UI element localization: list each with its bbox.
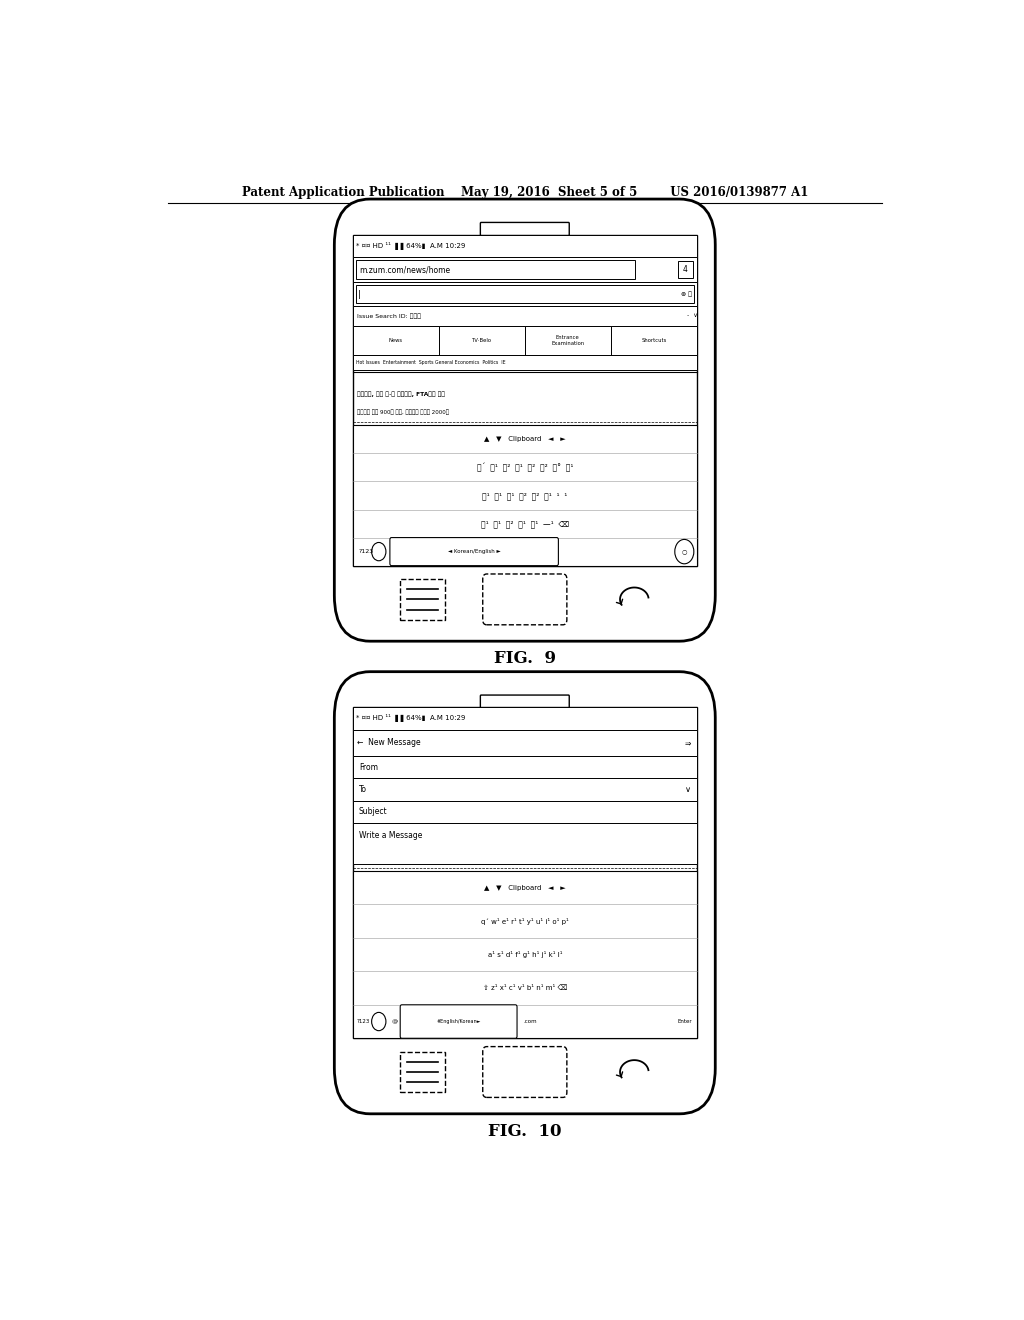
Text: #English/Korean►: #English/Korean► xyxy=(436,1019,481,1024)
Text: m.zum.com/news/home: m.zum.com/news/home xyxy=(359,265,451,275)
Bar xyxy=(352,355,697,370)
Text: ?123: ?123 xyxy=(356,1019,370,1024)
Text: ←  New Message: ← New Message xyxy=(357,738,421,747)
Text: 한미정상, 오늘 한·중 정상회담, FTA파길 취기: 한미정상, 오늘 한·중 정상회담, FTA파길 취기 xyxy=(356,391,444,396)
FancyBboxPatch shape xyxy=(334,199,715,642)
Text: q´ w¹ e¹ r¹ t¹ y¹ u¹ i¹ o¹ p¹: q´ w¹ e¹ r¹ t¹ y¹ u¹ i¹ o¹ p¹ xyxy=(481,917,568,924)
Bar xyxy=(355,285,694,302)
Text: 빠´  자¹  다²  가¹  사²  조²  오°  예¹: 빠´ 자¹ 다² 가¹ 사² 조² 오° 예¹ xyxy=(476,463,573,473)
Bar xyxy=(352,871,697,1039)
Text: 마¹  나¹  아¹  라²  하²  자¹  ¹  ¹: 마¹ 나¹ 아¹ 라² 하² 자¹ ¹ ¹ xyxy=(482,491,567,500)
Text: ∨: ∨ xyxy=(684,785,690,795)
Text: * ¤¤ HD ¹¹  ▌▌64%▮  A.M 10:29: * ¤¤ HD ¹¹ ▌▌64%▮ A.M 10:29 xyxy=(355,714,465,722)
Text: ⇒: ⇒ xyxy=(684,738,690,747)
Text: ○: ○ xyxy=(682,549,687,554)
Text: From: From xyxy=(359,763,378,772)
Bar xyxy=(352,425,697,566)
Bar xyxy=(678,261,693,279)
Bar xyxy=(352,730,697,756)
Text: ⊗ ⌕: ⊗ ⌕ xyxy=(681,292,692,297)
Bar xyxy=(611,326,697,355)
Text: ▲   ▼   Clipboard   ◄   ►: ▲ ▼ Clipboard ◄ ► xyxy=(484,437,565,442)
Bar xyxy=(352,708,697,1039)
Text: Write a Message: Write a Message xyxy=(359,830,422,840)
Text: a¹ s¹ d¹ f¹ g¹ h¹ j¹ k¹ l¹: a¹ s¹ d¹ f¹ g¹ h¹ j¹ k¹ l¹ xyxy=(487,952,562,958)
Text: TV·Belo: TV·Belo xyxy=(472,338,492,343)
Text: 4: 4 xyxy=(683,265,688,275)
Text: Enter: Enter xyxy=(678,1019,692,1024)
Bar xyxy=(352,779,697,801)
Bar xyxy=(352,235,697,257)
Text: ?123: ?123 xyxy=(358,549,374,554)
FancyBboxPatch shape xyxy=(480,223,569,236)
FancyBboxPatch shape xyxy=(334,672,715,1114)
FancyBboxPatch shape xyxy=(390,537,558,566)
Text: -  ∨: - ∨ xyxy=(687,313,698,318)
Text: Patent Application Publication    May 19, 2016  Sheet 5 of 5        US 2016/0139: Patent Application Publication May 19, 2… xyxy=(242,186,808,199)
Text: ▲   ▼   Clipboard   ◄   ►: ▲ ▼ Clipboard ◄ ► xyxy=(484,884,565,891)
Text: News: News xyxy=(388,338,402,343)
Bar xyxy=(438,326,525,355)
FancyBboxPatch shape xyxy=(482,574,567,624)
Bar xyxy=(355,260,635,280)
Text: FIG.  10: FIG. 10 xyxy=(488,1122,561,1139)
Text: Shortcuts: Shortcuts xyxy=(641,338,667,343)
Bar xyxy=(352,257,697,282)
Bar xyxy=(352,282,697,306)
FancyBboxPatch shape xyxy=(482,1047,567,1097)
Text: |: | xyxy=(358,289,361,298)
Text: .com: .com xyxy=(523,1019,537,1024)
Bar xyxy=(352,801,697,824)
Bar xyxy=(524,326,611,355)
Text: * ¤¤ HD ¹¹  ▌▌64%▮  A.M 10:29: * ¤¤ HD ¹¹ ▌▌64%▮ A.M 10:29 xyxy=(355,242,465,249)
Bar xyxy=(400,1052,444,1093)
Text: ⇧ z¹ x¹ c¹ v¹ b¹ n¹ m¹ ⌫: ⇧ z¹ x¹ c¹ v¹ b¹ n¹ m¹ ⌫ xyxy=(482,985,567,991)
Text: Hot Issues  Entertainment  Sports General Economics  Politics  IE: Hot Issues Entertainment Sports General … xyxy=(355,359,506,364)
Text: @: @ xyxy=(391,1019,397,1024)
Text: To: To xyxy=(359,785,367,795)
FancyBboxPatch shape xyxy=(400,1005,517,1039)
Text: 카¹  타¹  카²  파¹  타¹  —¹  ⌫: 카¹ 타¹ 카² 파¹ 타¹ —¹ ⌫ xyxy=(480,519,569,528)
Bar xyxy=(352,326,438,355)
Bar xyxy=(400,579,444,619)
Text: Issue Search ID: 장은주: Issue Search ID: 장은주 xyxy=(356,313,421,318)
Bar xyxy=(352,756,697,779)
Bar xyxy=(352,824,697,863)
Text: FIG.  9: FIG. 9 xyxy=(494,649,556,667)
Bar xyxy=(352,708,697,730)
Bar xyxy=(352,235,697,566)
Text: Entrance
Examination: Entrance Examination xyxy=(551,335,585,346)
Text: ◄ Korean/English ►: ◄ Korean/English ► xyxy=(447,549,501,554)
Text: 공공부문 부체 900조 호식, 가계부체 합참는 2000조: 공공부문 부체 900조 호식, 가계부체 합참는 2000조 xyxy=(356,409,449,414)
Text: Subject: Subject xyxy=(359,808,387,817)
Bar xyxy=(352,306,697,326)
FancyBboxPatch shape xyxy=(480,696,569,709)
